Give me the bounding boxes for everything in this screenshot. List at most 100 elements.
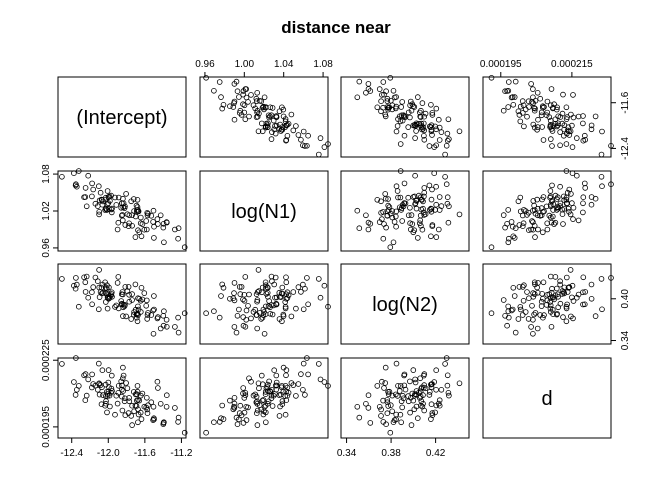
data-point [393, 183, 400, 190]
data-point [392, 391, 399, 398]
data-point [261, 94, 268, 101]
data-point [433, 105, 440, 112]
data-point [401, 113, 407, 119]
data-point [432, 207, 438, 213]
data-point [412, 376, 418, 383]
data-point [72, 182, 79, 189]
data-point [413, 197, 419, 204]
data-point [408, 212, 415, 218]
data-point [432, 123, 438, 130]
panel-frame [340, 170, 470, 252]
data-point [402, 114, 409, 120]
data-point [524, 113, 530, 120]
data-point [580, 274, 587, 281]
data-point [273, 382, 280, 389]
data-point [231, 116, 238, 123]
data-point [305, 301, 311, 308]
data-point [581, 132, 588, 139]
data-point [557, 203, 563, 209]
data-point [74, 183, 80, 190]
data-point [417, 113, 424, 120]
data-point [123, 380, 129, 386]
data-point [421, 113, 428, 120]
data-point [269, 105, 276, 111]
data-point [446, 203, 452, 210]
data-point [405, 109, 412, 116]
data-point [488, 75, 495, 81]
data-point [526, 295, 532, 302]
data-point [428, 401, 435, 408]
data-point [520, 297, 527, 304]
data-point [218, 415, 224, 422]
data-point [259, 104, 266, 111]
data-point [570, 205, 577, 211]
data-point [547, 273, 554, 280]
data-point [83, 203, 90, 210]
data-point [504, 88, 510, 94]
chart-title: distance near [281, 18, 391, 37]
panel-frame [482, 357, 612, 439]
data-point [443, 143, 450, 149]
data-point [407, 409, 413, 416]
data-point [540, 194, 547, 200]
data-point [418, 402, 424, 409]
data-point [253, 98, 260, 104]
data-point [560, 314, 566, 320]
data-point [570, 216, 576, 222]
data-point [104, 305, 111, 312]
data-point [367, 221, 374, 227]
tick-label: 0.34 [337, 448, 357, 459]
data-point [444, 137, 451, 144]
data-point [552, 121, 559, 127]
data-point [548, 323, 555, 330]
data-point [398, 104, 405, 110]
tick-label: 0.34 [620, 330, 631, 350]
data-point [151, 235, 157, 241]
data-point [279, 401, 286, 408]
data-point [237, 291, 244, 297]
data-point [134, 197, 141, 203]
data-point [563, 318, 570, 325]
data-point [405, 194, 412, 201]
data-point [163, 316, 170, 323]
tick-label: 1.08 [41, 164, 52, 184]
tick-label: 0.96 [41, 238, 52, 258]
data-point [568, 111, 574, 118]
data-point [505, 239, 512, 246]
panel-frame [57, 357, 187, 439]
data-point [107, 198, 113, 204]
data-point [103, 290, 109, 297]
data-point [279, 398, 286, 404]
data-point [279, 284, 286, 291]
data-point [547, 136, 554, 142]
data-point [280, 106, 287, 113]
data-point [517, 306, 524, 313]
data-point [428, 122, 435, 128]
data-point [544, 109, 550, 116]
data-point [284, 384, 291, 391]
data-point [160, 312, 167, 319]
data-point [598, 174, 605, 180]
data-point [89, 289, 95, 296]
data-point [379, 92, 385, 98]
data-point [540, 137, 547, 143]
data-point [144, 226, 150, 233]
data-point [505, 303, 512, 310]
data-point [220, 284, 227, 291]
tick-label: 0.38 [381, 448, 401, 459]
data-point [389, 208, 396, 214]
data-point [138, 416, 145, 422]
data-point [85, 376, 91, 383]
data-point [131, 389, 137, 395]
data-point [557, 281, 563, 288]
data-point [95, 386, 101, 393]
data-point [416, 192, 422, 199]
data-point [532, 310, 539, 316]
data-point [456, 211, 463, 218]
data-point [529, 302, 535, 309]
data-point [433, 402, 440, 409]
data-point [276, 316, 283, 322]
panel-frame [340, 357, 470, 439]
data-point [293, 123, 299, 129]
data-point [413, 391, 419, 398]
